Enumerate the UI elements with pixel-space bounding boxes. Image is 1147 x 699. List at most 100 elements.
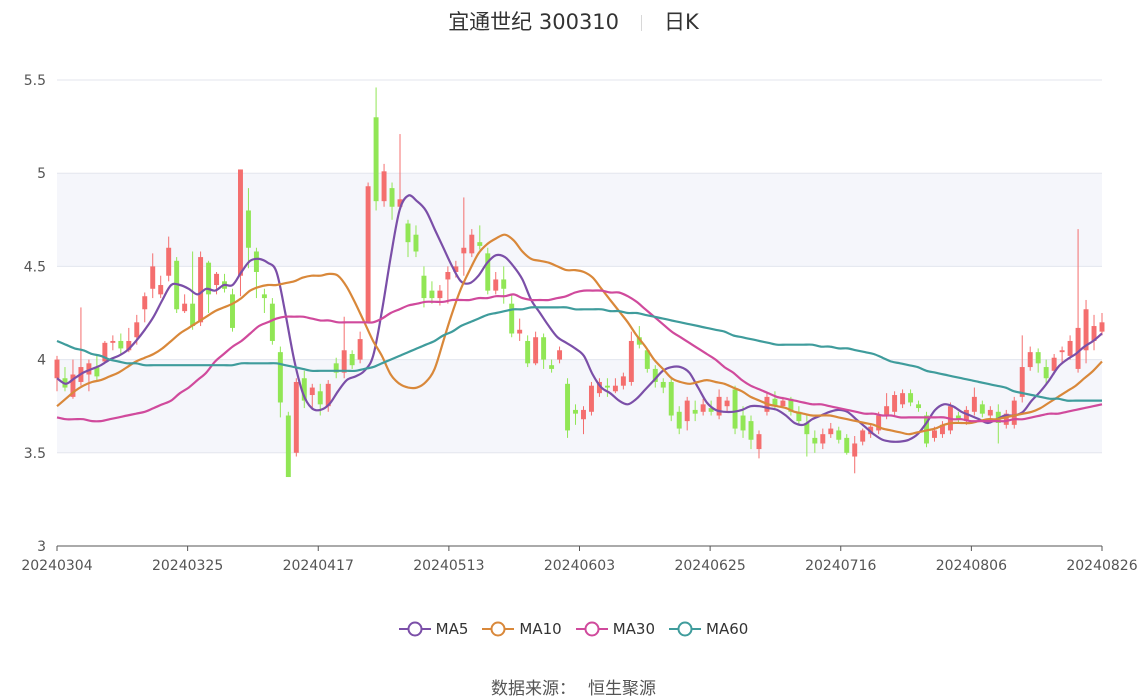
candle-body	[573, 409, 578, 414]
candle	[939, 421, 945, 438]
legend-marker	[575, 621, 608, 637]
candle-body	[301, 378, 307, 401]
legend-label: MA30	[612, 620, 656, 638]
candle	[828, 422, 834, 438]
candle-body	[413, 234, 419, 252]
candle-body	[780, 400, 786, 407]
candle	[748, 415, 754, 450]
candle-body	[461, 247, 467, 254]
candle-body	[349, 354, 355, 366]
candle-body	[716, 396, 722, 416]
candle-body	[118, 340, 124, 349]
candle	[102, 340, 108, 364]
candle-body	[293, 381, 299, 453]
candle-body	[365, 186, 371, 323]
candles	[54, 87, 1105, 478]
candle	[349, 350, 355, 369]
x-tick-label: 20240625	[674, 558, 745, 574]
legend-label: MA5	[435, 620, 469, 638]
candle	[1035, 348, 1041, 373]
candle-body	[70, 374, 76, 397]
candle	[740, 406, 746, 438]
legend-item-ma5[interactable]: MA5	[398, 620, 469, 638]
candle	[756, 430, 762, 459]
candle	[477, 225, 483, 250]
candle-body	[900, 393, 906, 405]
candle	[493, 271, 499, 295]
candlestick-chart: 33.544.555.5 20240304 20240325 20240417 202…	[21, 73, 1138, 574]
ma-line-ma60	[56, 306, 1102, 402]
x-tick-label: 20240826	[1066, 558, 1137, 574]
candle-body	[844, 437, 850, 453]
candle	[301, 370, 307, 409]
candle	[604, 378, 610, 397]
candle	[612, 378, 618, 394]
candle	[469, 229, 475, 258]
candle-body	[788, 398, 794, 412]
candle	[525, 335, 531, 368]
candle	[118, 333, 124, 355]
source-value: 恒生聚源	[588, 679, 656, 699]
candle-body	[541, 337, 547, 360]
y-tick-label: 5.5	[24, 73, 46, 89]
legend-label: MA10	[519, 620, 562, 638]
candle-body	[493, 279, 499, 291]
candle	[573, 404, 578, 425]
candle	[668, 378, 674, 422]
candle	[796, 406, 802, 425]
candle-body	[525, 340, 531, 364]
y-axis: 3 3.5 4 4.5 5 5.5	[24, 73, 46, 555]
candle	[549, 359, 555, 373]
candle-body	[437, 290, 443, 299]
candle-body	[509, 303, 515, 334]
x-tick-label: 20240417	[283, 558, 354, 574]
candle-body	[285, 415, 291, 478]
legend-item-ma10[interactable]: MA10	[482, 620, 562, 638]
legend-item-ma30[interactable]: MA30	[575, 620, 656, 638]
candle-body	[963, 409, 969, 422]
candle-body	[860, 430, 866, 442]
candle-body	[700, 404, 706, 412]
candle	[900, 389, 906, 409]
candle	[1091, 314, 1097, 351]
x-axis: 20240304 20240325 20240417 20240513 20240603…	[21, 545, 1138, 574]
candle-body	[150, 266, 156, 289]
candle-body	[796, 411, 802, 422]
data-source: 数据来源： 恒生聚源	[0, 674, 1147, 699]
x-tick-label: 20240304	[21, 558, 92, 574]
y-tick-label: 3	[37, 539, 46, 555]
candle	[245, 188, 251, 269]
legend-marker	[398, 621, 431, 637]
candle-body	[277, 352, 283, 403]
candle-body	[1035, 352, 1041, 364]
candle	[86, 359, 92, 392]
candle-body	[206, 262, 212, 295]
x-tick-label: 20240513	[413, 558, 484, 574]
candle-body	[1051, 357, 1057, 371]
candle-body	[756, 434, 762, 450]
candle-body	[325, 383, 331, 407]
y-tick-label: 4.5	[24, 259, 46, 275]
candle-body	[620, 376, 626, 386]
candle-body	[1043, 367, 1049, 379]
candle-body	[748, 421, 754, 440]
candle	[812, 430, 818, 453]
candle	[285, 411, 291, 478]
candle-body	[724, 400, 730, 407]
candle-body	[198, 257, 204, 323]
y-tick-label: 3.5	[24, 446, 46, 462]
plot-band	[57, 173, 1102, 267]
candle-body	[588, 385, 594, 412]
candle	[676, 406, 682, 435]
candle-body	[1003, 413, 1009, 425]
candle-body	[126, 340, 132, 351]
candle-body	[397, 199, 403, 207]
candle	[1003, 409, 1009, 429]
candle-body	[1019, 367, 1025, 397]
candle-body	[477, 242, 483, 246]
legend-item-ma60[interactable]: MA60	[669, 620, 748, 638]
candle	[860, 428, 866, 446]
ma-line-ma5	[56, 194, 1103, 443]
candle-body	[636, 337, 642, 345]
candle-body	[644, 350, 650, 369]
